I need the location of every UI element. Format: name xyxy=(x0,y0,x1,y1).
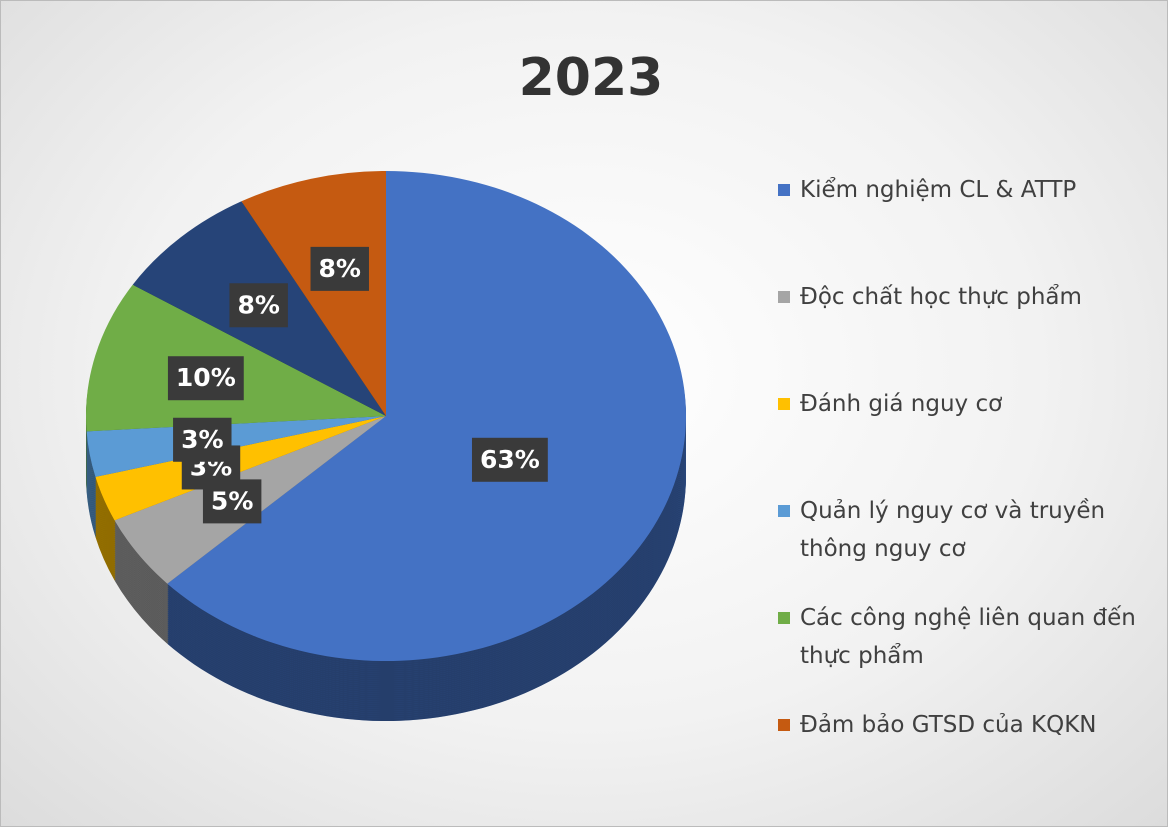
chart-title: 2023 xyxy=(519,48,664,108)
legend-label: Độc chất học thực phẩm xyxy=(800,284,1082,310)
slice xyxy=(167,171,686,661)
legend-swatch xyxy=(778,184,790,196)
data-label-text: 3% xyxy=(181,425,223,454)
data-label-box xyxy=(229,283,288,328)
legend-swatch xyxy=(778,291,790,303)
legend-label: Đánh giá nguy cơ xyxy=(800,391,1003,417)
slice xyxy=(95,416,386,521)
legend-swatch xyxy=(778,612,790,624)
data-label: 8% xyxy=(310,246,369,291)
data-label: 8% xyxy=(229,283,288,328)
legend-label: Đảm bảo GTSD của KQKN xyxy=(800,712,1097,738)
data-label-text: 10% xyxy=(176,363,236,392)
legend-entry: Kiểm nghiệm CL & ATTP xyxy=(776,171,1156,278)
data-label-text: 8% xyxy=(237,290,279,319)
slice xyxy=(241,171,386,416)
legend-swatch xyxy=(778,398,790,410)
legend-entry: Đánh giá nguy cơ xyxy=(776,385,1156,492)
legend-entry: Quản lý nguy cơ và truyền thông nguy cơ xyxy=(776,492,1156,599)
legend: Kiểm nghiệm CL & ATTP Độc chất học thực p… xyxy=(776,171,1156,813)
data-label-text: 8% xyxy=(319,254,361,283)
data-label-box xyxy=(167,356,244,401)
legend-entry: Các công nghệ liên quan đến thực phẩm xyxy=(776,599,1156,706)
legend-entry: Độc chất học thực phẩm xyxy=(776,278,1156,385)
legend-label: Các công nghệ liên quan đến thực phẩm xyxy=(800,605,1136,669)
data-label-box xyxy=(471,437,548,482)
legend-label: Quản lý nguy cơ và truyền thông nguy cơ xyxy=(800,498,1106,562)
legend-entry: Đảm bảo GTSD của KQKN xyxy=(776,706,1156,813)
legend-swatch xyxy=(778,719,790,731)
data-label-text: 5% xyxy=(211,486,253,515)
data-label-box xyxy=(310,246,369,291)
data-label-box xyxy=(173,417,232,462)
data-label: 63% xyxy=(471,437,548,482)
data-label: 3% xyxy=(173,417,232,462)
legend-swatch xyxy=(778,505,790,517)
data-label-text: 63% xyxy=(480,445,540,474)
data-label: 10% xyxy=(167,356,244,401)
legend-label: Kiểm nghiệm CL & ATTP xyxy=(800,177,1077,203)
